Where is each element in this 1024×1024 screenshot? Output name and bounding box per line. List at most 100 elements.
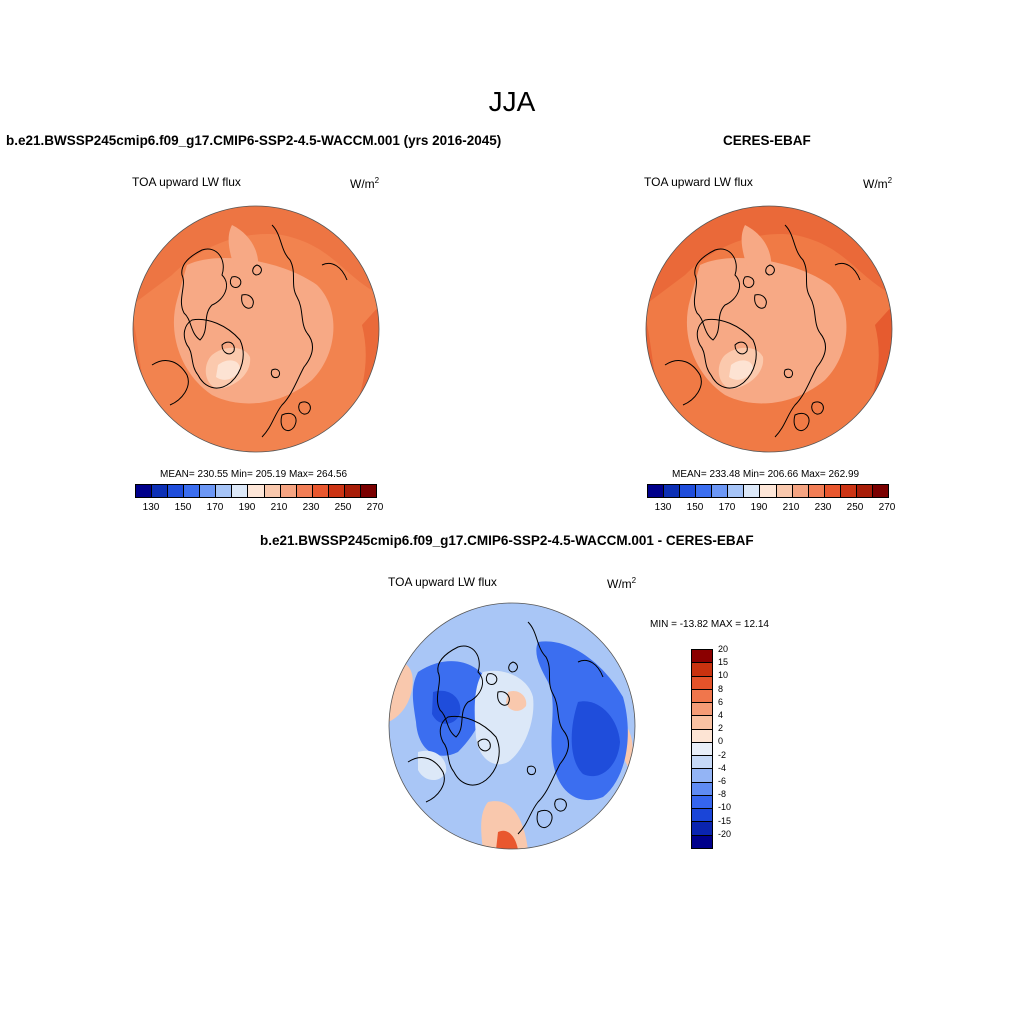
colorbar-tick-label: 230 bbox=[814, 502, 832, 513]
colorbar-swatch bbox=[692, 741, 712, 756]
coastline bbox=[696, 318, 757, 389]
diff-polar-map bbox=[388, 602, 636, 850]
field-land-region bbox=[741, 225, 772, 280]
coastline bbox=[180, 248, 227, 341]
coastline bbox=[497, 691, 510, 706]
colorbar-swatch bbox=[264, 485, 281, 497]
obs-variable-label: TOA upward LW flux bbox=[644, 175, 753, 189]
colorbar-tick-label: 210 bbox=[782, 502, 800, 513]
colorbar-swatch bbox=[692, 781, 712, 795]
obs-colorbar bbox=[647, 484, 889, 498]
coastline bbox=[436, 645, 483, 738]
colorbar-swatch bbox=[840, 485, 857, 497]
coastline bbox=[765, 264, 775, 276]
coastline bbox=[554, 798, 567, 812]
model-variable-label: TOA upward LW flux bbox=[132, 175, 241, 189]
coastline bbox=[784, 224, 821, 334]
field-land-region bbox=[228, 225, 259, 280]
colorbar-tick-label: 270 bbox=[878, 502, 896, 513]
colorbar-tick-label: -20 bbox=[718, 828, 732, 839]
colorbar-tick-label: 150 bbox=[174, 502, 192, 513]
coastline bbox=[151, 360, 189, 406]
coastline bbox=[439, 715, 500, 786]
colorbar-swatch bbox=[692, 755, 712, 769]
colorbar-swatch bbox=[248, 485, 265, 497]
colorbar-swatch bbox=[664, 485, 681, 497]
colorbar-tick-label: 170 bbox=[206, 502, 224, 513]
coastline bbox=[774, 332, 827, 438]
colorbar-tick-label: 190 bbox=[238, 502, 256, 513]
colorbar-swatch bbox=[692, 728, 712, 742]
colorbar-tick-label: 250 bbox=[334, 502, 352, 513]
coastline bbox=[477, 738, 491, 752]
colorbar-swatch bbox=[692, 650, 712, 663]
colorbar-tick-label: -10 bbox=[718, 802, 732, 813]
colorbar-swatch bbox=[744, 485, 761, 497]
colorbar-swatch bbox=[216, 485, 233, 497]
obs-units-label: W/m2 bbox=[863, 176, 893, 191]
colorbar-swatch bbox=[692, 794, 712, 809]
colorbar-swatch bbox=[792, 485, 809, 497]
coastline bbox=[517, 729, 570, 835]
coastline bbox=[241, 294, 254, 309]
colorbar-tick-label: 130 bbox=[654, 502, 672, 513]
colorbar-swatch bbox=[692, 702, 712, 716]
coastline bbox=[577, 659, 604, 678]
coastline bbox=[261, 332, 314, 438]
colorbar-tick-label: -15 bbox=[718, 815, 732, 826]
obs-stats: MEAN= 233.48 Min= 206.66 Max= 262.99 bbox=[672, 469, 860, 480]
colorbar-tick-label: 130 bbox=[142, 502, 160, 513]
model-stats: MEAN= 230.55 Min= 205.19 Max= 264.56 bbox=[160, 469, 348, 480]
colorbar-tick-label: 210 bbox=[270, 502, 288, 513]
coastline bbox=[229, 276, 242, 288]
model-colorbar-labels: 130 150 170 190 210 230 250 270 bbox=[135, 502, 384, 514]
colorbar-swatch bbox=[728, 485, 745, 497]
colorbar-swatch bbox=[692, 808, 712, 822]
coastline bbox=[527, 621, 564, 731]
colorbar-tick-label: 190 bbox=[750, 502, 768, 513]
coastline bbox=[485, 673, 498, 685]
colorbar-tick-label: 4 bbox=[718, 710, 724, 720]
colorbar-tick-label: -2 bbox=[718, 749, 727, 760]
colorbar-tick-label: 150 bbox=[686, 502, 704, 513]
colorbar-swatch bbox=[184, 485, 201, 497]
coastline bbox=[271, 224, 308, 334]
colorbar-swatch bbox=[344, 485, 361, 497]
coastline bbox=[298, 401, 311, 415]
diff-panel-title: b.e21.BWSSP245cmip6.f09_g17.CMIP6-SSP2-4… bbox=[260, 533, 754, 548]
colorbar-tick-label: 230 bbox=[302, 502, 320, 513]
field-warm-band bbox=[646, 206, 892, 305]
colorbar-swatch bbox=[692, 688, 712, 703]
map-boundary bbox=[132, 205, 380, 453]
colorbar-swatch bbox=[312, 485, 329, 497]
colorbar-swatch bbox=[680, 485, 697, 497]
coastline bbox=[526, 765, 537, 775]
colorbar-swatch bbox=[712, 485, 729, 497]
coastline bbox=[280, 412, 297, 431]
coastline bbox=[221, 341, 235, 355]
map-boundary bbox=[645, 205, 893, 453]
diff-colorbar-labels: -20 -15 -10 -8 -6 -4 -2 0 2 4 6 8 10 15 20 bbox=[718, 644, 748, 847]
coastline bbox=[508, 661, 518, 673]
colorbar-tick-label: 15 bbox=[718, 657, 729, 668]
coastline bbox=[793, 412, 810, 431]
colorbar-swatch bbox=[776, 485, 793, 497]
colorbar-swatch bbox=[152, 485, 169, 497]
model-polar-map bbox=[132, 205, 380, 453]
obs-panel-title: CERES-EBAF bbox=[723, 133, 811, 148]
colorbar-swatch bbox=[692, 675, 712, 689]
colorbar-tick-label: 170 bbox=[718, 502, 736, 513]
colorbar-swatch bbox=[692, 834, 712, 848]
coastline bbox=[734, 341, 748, 355]
colorbar-swatch bbox=[872, 485, 888, 497]
colorbar-swatch bbox=[692, 715, 712, 729]
colorbar-tick-label: 8 bbox=[718, 683, 724, 694]
coastline bbox=[742, 276, 755, 288]
colorbar-tick-label: -8 bbox=[718, 789, 727, 800]
colorbar-swatch bbox=[696, 485, 713, 497]
model-units-label: W/m2 bbox=[350, 176, 380, 191]
field-positive-anomaly bbox=[481, 801, 528, 849]
colorbar-swatch bbox=[296, 485, 313, 497]
diff-units-label: W/m2 bbox=[607, 576, 637, 591]
map-field bbox=[133, 206, 379, 452]
